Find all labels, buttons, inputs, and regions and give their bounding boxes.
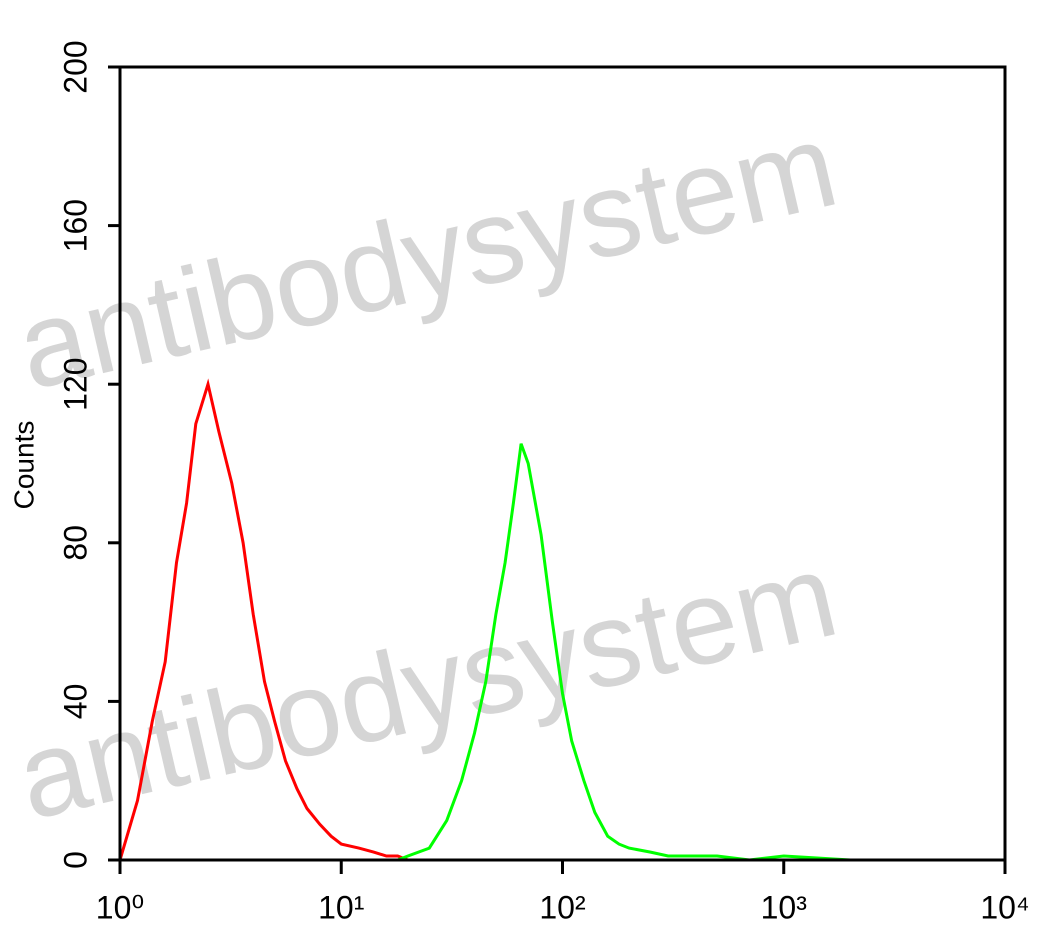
y-axis-label: Counts: [8, 421, 39, 510]
x-tick-label: 10⁰: [96, 889, 144, 925]
x-tick-label: 10³: [761, 889, 808, 925]
y-tick-label: 120: [57, 358, 93, 411]
plot-frame: [118, 65, 1007, 862]
y-tick-label: 0: [57, 851, 93, 869]
y-tick-label: 200: [57, 40, 93, 93]
watermark: antibodysystem: [6, 527, 849, 845]
y-tick-label: 160: [57, 199, 93, 252]
x-tick-label: 10⁴: [980, 889, 1029, 925]
x-tick-label: 10²: [539, 889, 586, 925]
y-tick-label: 80: [57, 525, 93, 561]
x-tick-label: 10¹: [318, 889, 364, 925]
watermark: antibodysystem: [6, 97, 849, 415]
y-tick-label: 40: [57, 684, 93, 720]
